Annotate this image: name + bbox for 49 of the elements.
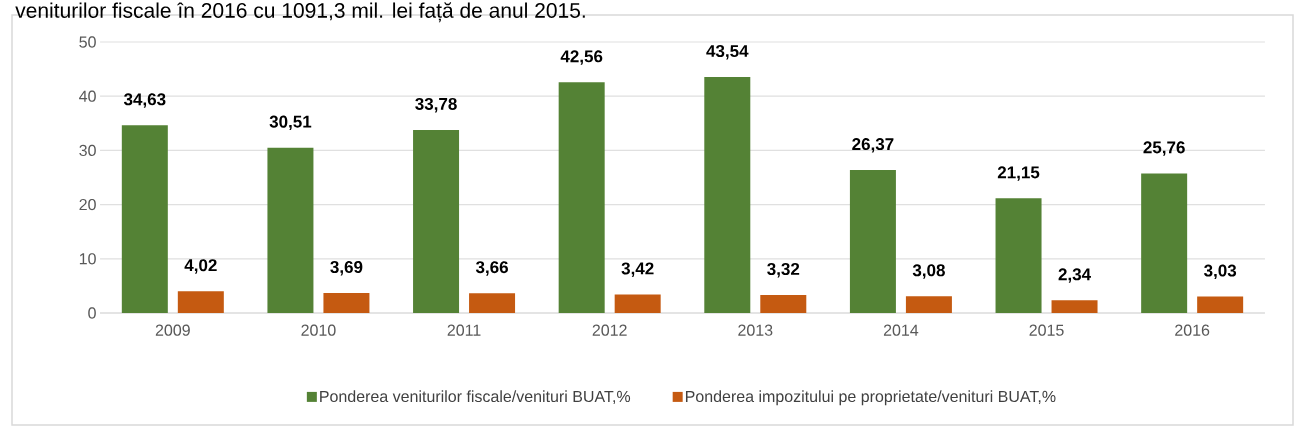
data-label: 26,37 (852, 138, 894, 153)
data-label: 21,15 (997, 166, 1040, 181)
data-label: 42,56 (560, 50, 603, 65)
bar (704, 77, 751, 313)
data-label: 30,51 (269, 115, 312, 131)
y-tick-label: 20 (79, 198, 96, 211)
data-label: 3,69 (330, 260, 363, 276)
x-tick-label: 2016 (1175, 324, 1210, 336)
bar (995, 198, 1042, 313)
bar (121, 125, 168, 313)
x-tick-label: 2013 (738, 324, 773, 336)
y-tick-label: 0 (88, 307, 96, 319)
bar (1197, 296, 1244, 313)
data-label: 3,03 (1204, 264, 1237, 280)
data-label: 34,63 (123, 93, 166, 108)
data-label: 25,76 (1143, 141, 1185, 156)
bar (1051, 300, 1098, 313)
bar (760, 295, 807, 313)
data-label: 43,54 (706, 44, 749, 60)
bar (267, 147, 314, 313)
legend-label: Ponderea veniturilor fiscale/venituri BUAT,% (320, 390, 631, 404)
y-tick-label: 30 (79, 144, 96, 157)
x-tick-label: 2010 (301, 324, 336, 336)
bar (469, 293, 516, 313)
text: veniturilor fiscale în 2016 cu 1091,3 mil. lei față de anul 2015. (15, 2, 585, 23)
bar (1141, 173, 1188, 313)
x-tick-label: 2009 (155, 324, 190, 336)
bar (323, 293, 370, 313)
data-label: 3,32 (767, 262, 800, 278)
bar (849, 170, 896, 313)
bar (413, 129, 460, 313)
x-tick-label: 2012 (592, 324, 627, 336)
x-tick-label: 2014 (883, 324, 919, 336)
bar (177, 291, 224, 313)
y-tick-label: 50 (79, 36, 96, 48)
data-label: 33,78 (415, 97, 457, 113)
bar (905, 296, 952, 313)
y-tick-label: 40 (79, 90, 96, 102)
x-tick-label: 2015 (1029, 324, 1064, 336)
data-label: 2,34 (1058, 268, 1091, 283)
y-tick-label: 10 (79, 253, 96, 265)
bar (558, 82, 605, 313)
data-label: 3,66 (475, 261, 508, 276)
data-label: 3,42 (621, 262, 654, 277)
data-label: 4,02 (184, 259, 217, 274)
data-label: 3,08 (912, 264, 945, 279)
x-tick-label: 2011 (447, 324, 481, 336)
legend-label: Ponderea impozitului pe proprietate/venituri BUAT,% (685, 390, 1056, 406)
bar (614, 294, 661, 313)
